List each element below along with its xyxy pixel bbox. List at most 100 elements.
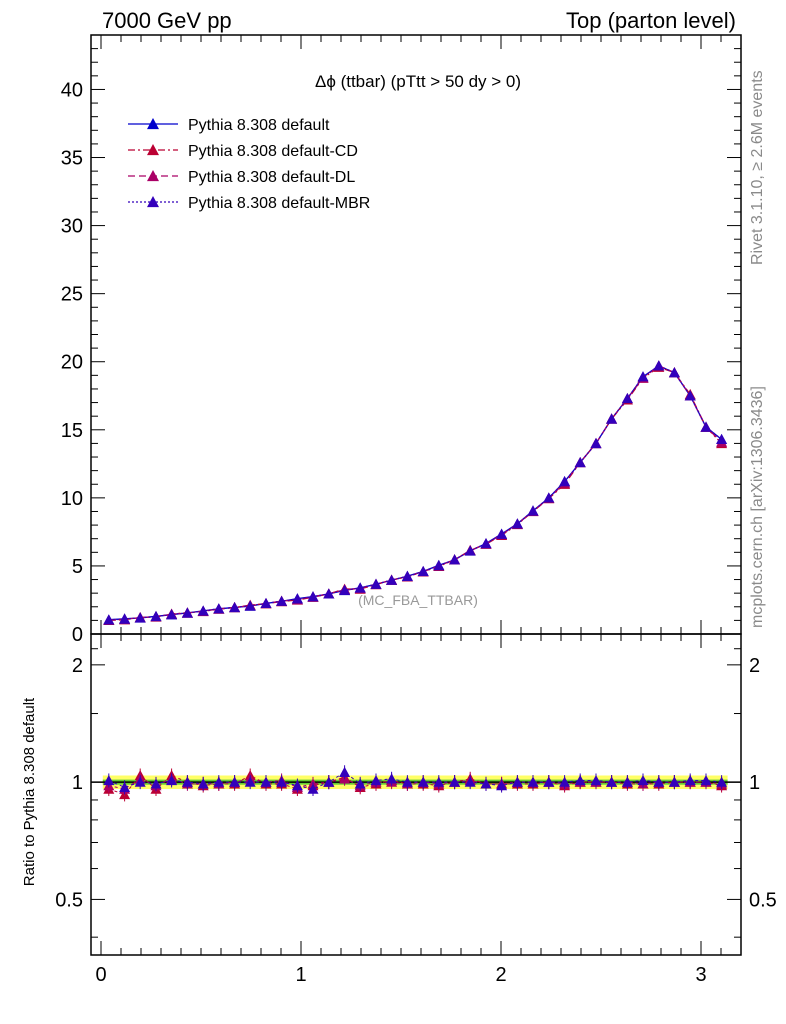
series-3-point xyxy=(606,413,618,424)
series-3-point xyxy=(150,610,162,622)
series-3-point xyxy=(339,584,351,595)
ratio-2-point xyxy=(559,776,571,787)
series-3-point xyxy=(401,570,413,581)
ratio-2-point xyxy=(119,781,131,792)
y-tick-label: 5 xyxy=(72,556,83,578)
ratio-2-point xyxy=(574,774,586,786)
series-3-point xyxy=(559,476,571,487)
ratio-2-point xyxy=(197,778,209,789)
ratio-2-point xyxy=(653,776,665,787)
legend-marker xyxy=(147,170,159,182)
ratio-2-point xyxy=(527,776,539,787)
x-tick-label: 1 xyxy=(295,964,306,986)
ratio-2-point xyxy=(276,776,288,787)
series-3-point xyxy=(464,545,476,556)
ratio-2-point xyxy=(606,776,618,787)
series-3-point xyxy=(197,605,209,616)
main-panel: 0 5 10 15 20 25 30 35 40 xyxy=(61,34,742,646)
series-3-point xyxy=(323,588,335,599)
ratio-2-point xyxy=(401,776,413,787)
legend-marker xyxy=(147,144,159,156)
legend: Pythia 8.308 default Pythia 8.308 default… xyxy=(128,117,370,212)
series-3-point xyxy=(480,538,492,549)
legend-marker xyxy=(147,118,159,130)
series-3-point xyxy=(370,578,382,589)
ratio-y-tick-label-right: 0.5 xyxy=(749,889,777,911)
y-tick-label: 30 xyxy=(61,216,83,238)
ratio-2-point xyxy=(668,776,680,787)
y-tick-label: 0 xyxy=(72,624,83,646)
y-tick-label: 15 xyxy=(61,420,83,442)
ratio-ylabel-group: Ratio to Pythia 8.308 default xyxy=(21,697,38,886)
ratio-line-2 xyxy=(108,771,722,790)
x-tick-label: 0 xyxy=(95,964,106,986)
series-3-point xyxy=(590,437,602,449)
ratio-2-point xyxy=(291,780,303,791)
series-3-point xyxy=(166,609,178,620)
series-3-point xyxy=(354,582,366,593)
ratio-panel: 0 1 2 3 0.5 0.5 1 1 2 2 xyxy=(55,633,777,986)
series-3-point xyxy=(244,600,256,611)
ratio-2-point xyxy=(684,774,696,786)
series-3-point xyxy=(260,597,272,609)
series-3-point xyxy=(637,371,649,382)
ratio-ylabel: Ratio to Pythia 8.308 default xyxy=(21,697,38,886)
series-3-point xyxy=(213,603,225,614)
series-3-point xyxy=(449,554,461,565)
mcplots-label-group: mcplots.cern.ch [arXiv:1306.3436] xyxy=(749,386,766,628)
series-3-point xyxy=(543,492,555,503)
ratio-2-point xyxy=(637,774,649,786)
series-3-point xyxy=(527,505,539,516)
series-3-point xyxy=(417,565,429,577)
y-tick-label: 35 xyxy=(61,148,83,170)
ratio-2-point xyxy=(590,774,602,786)
rivet-label: Rivet 3.1.10, ≥ 2.6M events xyxy=(749,70,766,265)
series-3-point xyxy=(181,607,193,618)
ratio-2-point xyxy=(339,766,351,777)
ratio-2-point xyxy=(433,776,445,787)
ratio-2-point xyxy=(244,776,256,787)
ratio-2-point xyxy=(543,776,555,787)
ratio-2-point xyxy=(716,776,728,787)
series-3-point xyxy=(433,560,445,571)
legend-label: Pythia 8.308 default-CD xyxy=(188,143,358,160)
y-tick-label: 25 xyxy=(61,284,83,306)
y-tick-label: 20 xyxy=(61,352,83,374)
analysis-tag: (MC_FBA_TTBAR) xyxy=(358,592,478,608)
chart-title: Δϕ (ttbar) (pTtt > 50 dy > 0) xyxy=(315,72,521,91)
series-3-point xyxy=(103,614,115,625)
series-3-point xyxy=(291,593,303,604)
ratio-frame xyxy=(90,633,742,956)
series-3-point xyxy=(386,574,398,585)
ratio-2-point xyxy=(229,776,241,787)
ratio-2-point xyxy=(213,776,225,787)
mcplots-label: mcplots.cern.ch [arXiv:1306.3436] xyxy=(749,386,766,628)
ratio-2-point xyxy=(700,774,712,786)
ratio-2-point xyxy=(417,776,429,787)
x-tick-label: 2 xyxy=(495,964,506,986)
ratio-y-tick-label: 1 xyxy=(72,772,83,794)
series-line-2 xyxy=(108,365,723,621)
series-line-1 xyxy=(108,366,723,622)
y-tick-label: 40 xyxy=(61,79,83,101)
ratio-2-point xyxy=(511,776,523,787)
ratio-2-point xyxy=(103,774,115,786)
ratio-2-point xyxy=(370,774,382,786)
series-3-point xyxy=(496,528,508,539)
legend-label: Pythia 8.308 default-DL xyxy=(188,169,355,186)
ratio-2-point xyxy=(323,776,335,787)
series-3-point xyxy=(700,421,712,432)
series-3-point xyxy=(307,591,319,602)
y-tick-label: 10 xyxy=(61,488,83,510)
legend-marker xyxy=(147,196,159,208)
legend-label: Pythia 8.308 default-MBR xyxy=(188,195,370,212)
rivet-label-group: Rivet 3.1.10, ≥ 2.6M events xyxy=(749,70,766,265)
ratio-2-point xyxy=(181,776,193,787)
ratio-2-point xyxy=(354,778,366,789)
ratio-2-point xyxy=(621,776,633,787)
ratio-2-point xyxy=(307,783,319,794)
series-3-point xyxy=(684,390,696,401)
series-3-point xyxy=(574,456,586,468)
x-tick-label: 3 xyxy=(695,964,706,986)
